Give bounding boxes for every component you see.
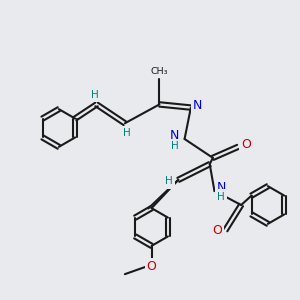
Text: H: H — [123, 128, 130, 138]
Text: CH₃: CH₃ — [151, 67, 168, 76]
Text: O: O — [212, 224, 222, 237]
Text: N: N — [193, 99, 203, 112]
Text: O: O — [147, 260, 157, 273]
Text: O: O — [241, 138, 251, 151]
Text: N: N — [217, 181, 226, 194]
Text: H: H — [91, 90, 99, 100]
Text: H: H — [218, 191, 225, 202]
Text: N: N — [170, 129, 179, 142]
Text: H: H — [165, 176, 173, 186]
Text: H: H — [171, 141, 178, 151]
